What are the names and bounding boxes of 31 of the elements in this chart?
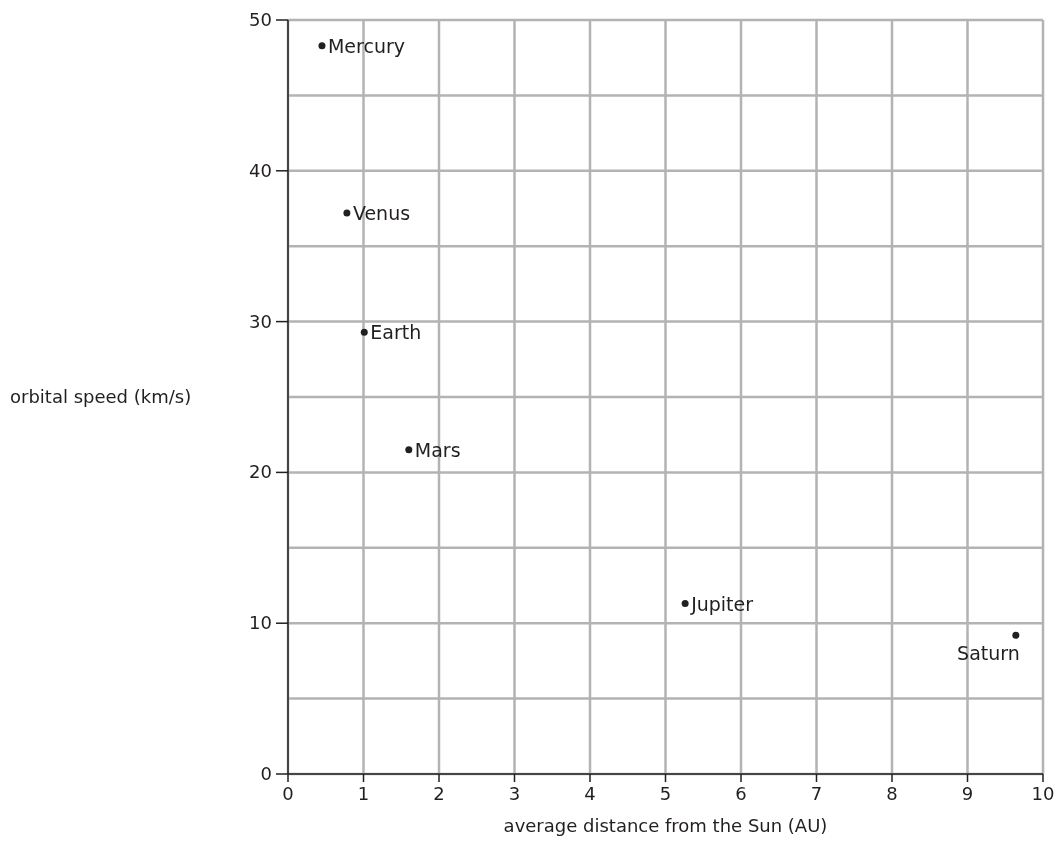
x-tick-label: 0 — [282, 783, 294, 804]
x-tick-label: 7 — [810, 783, 823, 804]
point — [1012, 631, 1020, 639]
annotation: Mercury — [327, 34, 406, 57]
annotation: Earth — [370, 321, 422, 344]
x-tick-label: 8 — [886, 783, 898, 804]
point — [360, 328, 368, 336]
y-tick-label: 30 — [249, 310, 272, 332]
x-tick-label: 1 — [357, 783, 370, 804]
annotation: Venus — [352, 202, 411, 225]
point — [343, 209, 351, 217]
point — [405, 446, 413, 454]
y-axis-title: orbital speed (km/s) — [10, 386, 192, 407]
x-tick-label: 9 — [961, 783, 974, 804]
y-tick-label: 0 — [260, 763, 272, 784]
x-tick-label: 2 — [433, 783, 445, 804]
y-tick-label: 20 — [249, 461, 272, 483]
annotation: Jupiter — [690, 592, 754, 615]
x-tick-label: 5 — [659, 783, 672, 804]
x-tick-label: 3 — [508, 783, 521, 804]
annotation: Mars — [414, 438, 461, 461]
point — [681, 600, 689, 608]
point — [318, 42, 326, 50]
x-tick-label: 4 — [584, 783, 596, 804]
x-tick-label: 10 — [1031, 783, 1055, 804]
annotation: Saturn — [957, 642, 1020, 665]
x-tick-label: 6 — [735, 783, 747, 804]
y-tick-label: 40 — [249, 159, 272, 181]
x-axis-title: average distance from the Sun (AU) — [503, 815, 828, 836]
y-tick-label: 10 — [249, 612, 272, 634]
y-tick-label: 50 — [249, 9, 272, 30]
